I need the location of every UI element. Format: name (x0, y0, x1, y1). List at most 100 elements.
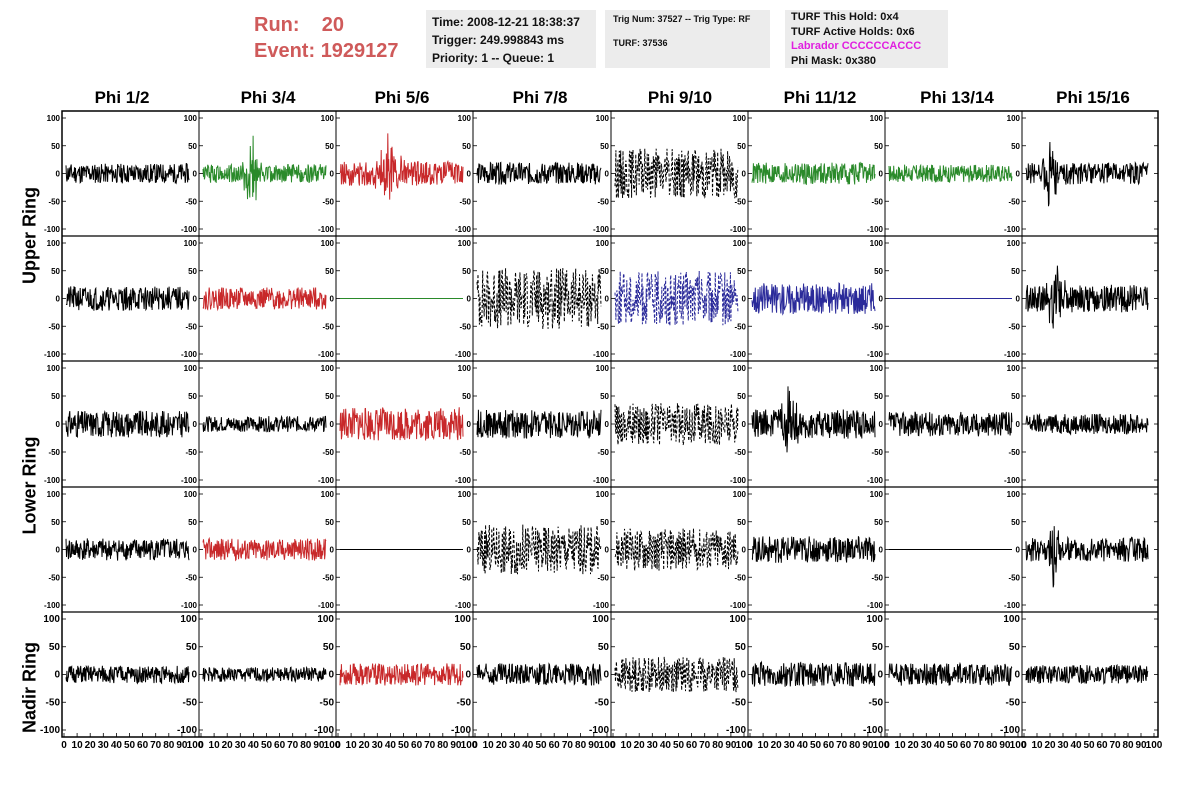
y-tick-label: 0 (330, 546, 335, 555)
y-tick-label: 0 (56, 295, 61, 304)
waveform-trace-r1-c0 (65, 286, 190, 312)
y-tick-label: -100 (867, 601, 884, 610)
y-tick-label: 50 (51, 142, 60, 151)
column-header-phi-1-2: Phi 1/2 (94, 88, 150, 107)
column-header-phi-15-16: Phi 15/16 (1056, 88, 1130, 107)
waveform-trace-r2-c1 (202, 414, 327, 433)
x-tick-label: 70 (699, 740, 711, 751)
y-tick-label: -50 (734, 448, 746, 457)
x-tick-label: 10 (758, 740, 770, 751)
y-tick-label: 100 (458, 490, 472, 499)
y-tick-label: 50 (462, 267, 471, 276)
y-tick-label: 0 (56, 420, 61, 429)
waveform-trace-r2-c3 (476, 409, 602, 439)
y-tick-label: -50 (1008, 197, 1020, 206)
y-tick-label: -50 (183, 697, 198, 708)
y-tick-label: 100 (1007, 364, 1021, 373)
y-tick-label: 0 (330, 170, 335, 179)
y-tick-label: 100 (184, 239, 198, 248)
y-tick-label: -100 (589, 725, 609, 736)
turf-text: TURF: 37536 (613, 38, 668, 48)
y-tick-label: -50 (1008, 322, 1020, 331)
x-tick-label: 20 (1044, 740, 1056, 751)
y-tick-label: 50 (1009, 642, 1021, 653)
y-tick-label: 0 (56, 546, 61, 555)
x-tick-label: 30 (1057, 740, 1069, 751)
waveform-trace-r2-c4 (614, 403, 739, 446)
y-tick-label: 50 (874, 518, 883, 527)
y-tick-label: 50 (600, 142, 609, 151)
y-tick-label: 100 (184, 490, 198, 499)
x-tick-label: 40 (1070, 740, 1082, 751)
y-tick-label: 50 (325, 267, 334, 276)
y-tick-label: 0 (879, 170, 884, 179)
x-tick-label: 10 (209, 740, 221, 751)
y-tick-label: -50 (459, 322, 471, 331)
y-tick-label: 0 (1016, 546, 1021, 555)
x-tick-label: 10 (72, 740, 84, 751)
waveform-trace-r2-c7 (1025, 412, 1149, 436)
y-tick-label: 0 (879, 295, 884, 304)
x-tick-label: 70 (836, 740, 848, 751)
waveform-trace-r3-c7 (1025, 526, 1149, 588)
y-tick-label: -50 (185, 448, 197, 457)
x-tick-label: 20 (85, 740, 97, 751)
waveform-trace-r2-c0 (65, 409, 190, 438)
y-tick-label: 100 (47, 114, 61, 123)
waveform-trace-r3-c1 (202, 536, 327, 562)
y-tick-label: 0 (467, 295, 472, 304)
y-tick-label: 0 (56, 170, 61, 179)
x-tick-label: 50 (261, 740, 273, 751)
y-tick-label: -100 (867, 476, 884, 485)
y-tick-label: 50 (462, 392, 471, 401)
y-tick-label: -100 (455, 350, 472, 359)
x-tick-label: 90 (725, 740, 737, 751)
y-tick-label: 0 (328, 670, 334, 681)
y-tick-label: -100 (318, 350, 335, 359)
y-tick-label: 0 (330, 420, 335, 429)
column-header-phi-9-10: Phi 9/10 (647, 88, 713, 107)
y-tick-label: -50 (459, 448, 471, 457)
x-tick-label: 40 (797, 740, 809, 751)
y-tick-label: 50 (51, 267, 60, 276)
waveform-trace-r1-c4 (614, 270, 739, 326)
waveform-trace-r4-c0 (65, 664, 190, 685)
y-tick-label: 100 (321, 364, 335, 373)
x-tick-label: 0 (472, 740, 478, 751)
x-tick-label: 60 (686, 740, 698, 751)
x-tick-label: 40 (934, 740, 946, 751)
y-tick-label: 50 (325, 518, 334, 527)
x-tick-label: 10 (346, 740, 358, 751)
y-tick-label: 50 (1011, 518, 1020, 527)
y-tick-label: -100 (181, 476, 198, 485)
y-tick-label: -50 (457, 697, 472, 708)
y-tick-label: 0 (742, 295, 747, 304)
y-tick-label: 0 (605, 420, 610, 429)
x-tick-label: 20 (359, 740, 371, 751)
waveform-trace-r4-c5 (751, 660, 876, 687)
y-tick-label: 50 (188, 392, 197, 401)
waveform-trace-r4-c2 (339, 662, 464, 686)
x-tick-label: 0 (747, 740, 753, 751)
y-tick-label: 100 (321, 239, 335, 248)
waveform-trace-r4-c3 (476, 662, 602, 686)
event-value: 1929127 (320, 40, 399, 62)
run-label: Run: (254, 14, 300, 36)
y-tick-label: 50 (462, 518, 471, 527)
waveform-trace-r0-c6 (888, 163, 1013, 183)
x-tick-label: 50 (810, 740, 822, 751)
x-tick-label: 20 (634, 740, 646, 751)
trigger-info-box: Trig Num: 37527 -- Trig Type: RF TURF: 3… (605, 10, 770, 68)
waveform-grid: -100-50050100-100-50050100-100-50050100-… (40, 110, 1163, 751)
y-tick-label: 100 (47, 239, 61, 248)
y-tick-label: 100 (47, 490, 61, 499)
y-tick-label: 0 (330, 295, 335, 304)
turf-this-hold: TURF This Hold: 0x4 (791, 11, 899, 23)
y-tick-label: 100 (866, 614, 883, 625)
y-tick-label: -100 (730, 476, 747, 485)
y-tick-label: 100 (1003, 614, 1020, 625)
waveform-trace-r0-c5 (751, 161, 876, 186)
y-tick-label: -50 (597, 322, 609, 331)
y-tick-label: 0 (465, 670, 471, 681)
y-tick-label: 50 (874, 392, 883, 401)
